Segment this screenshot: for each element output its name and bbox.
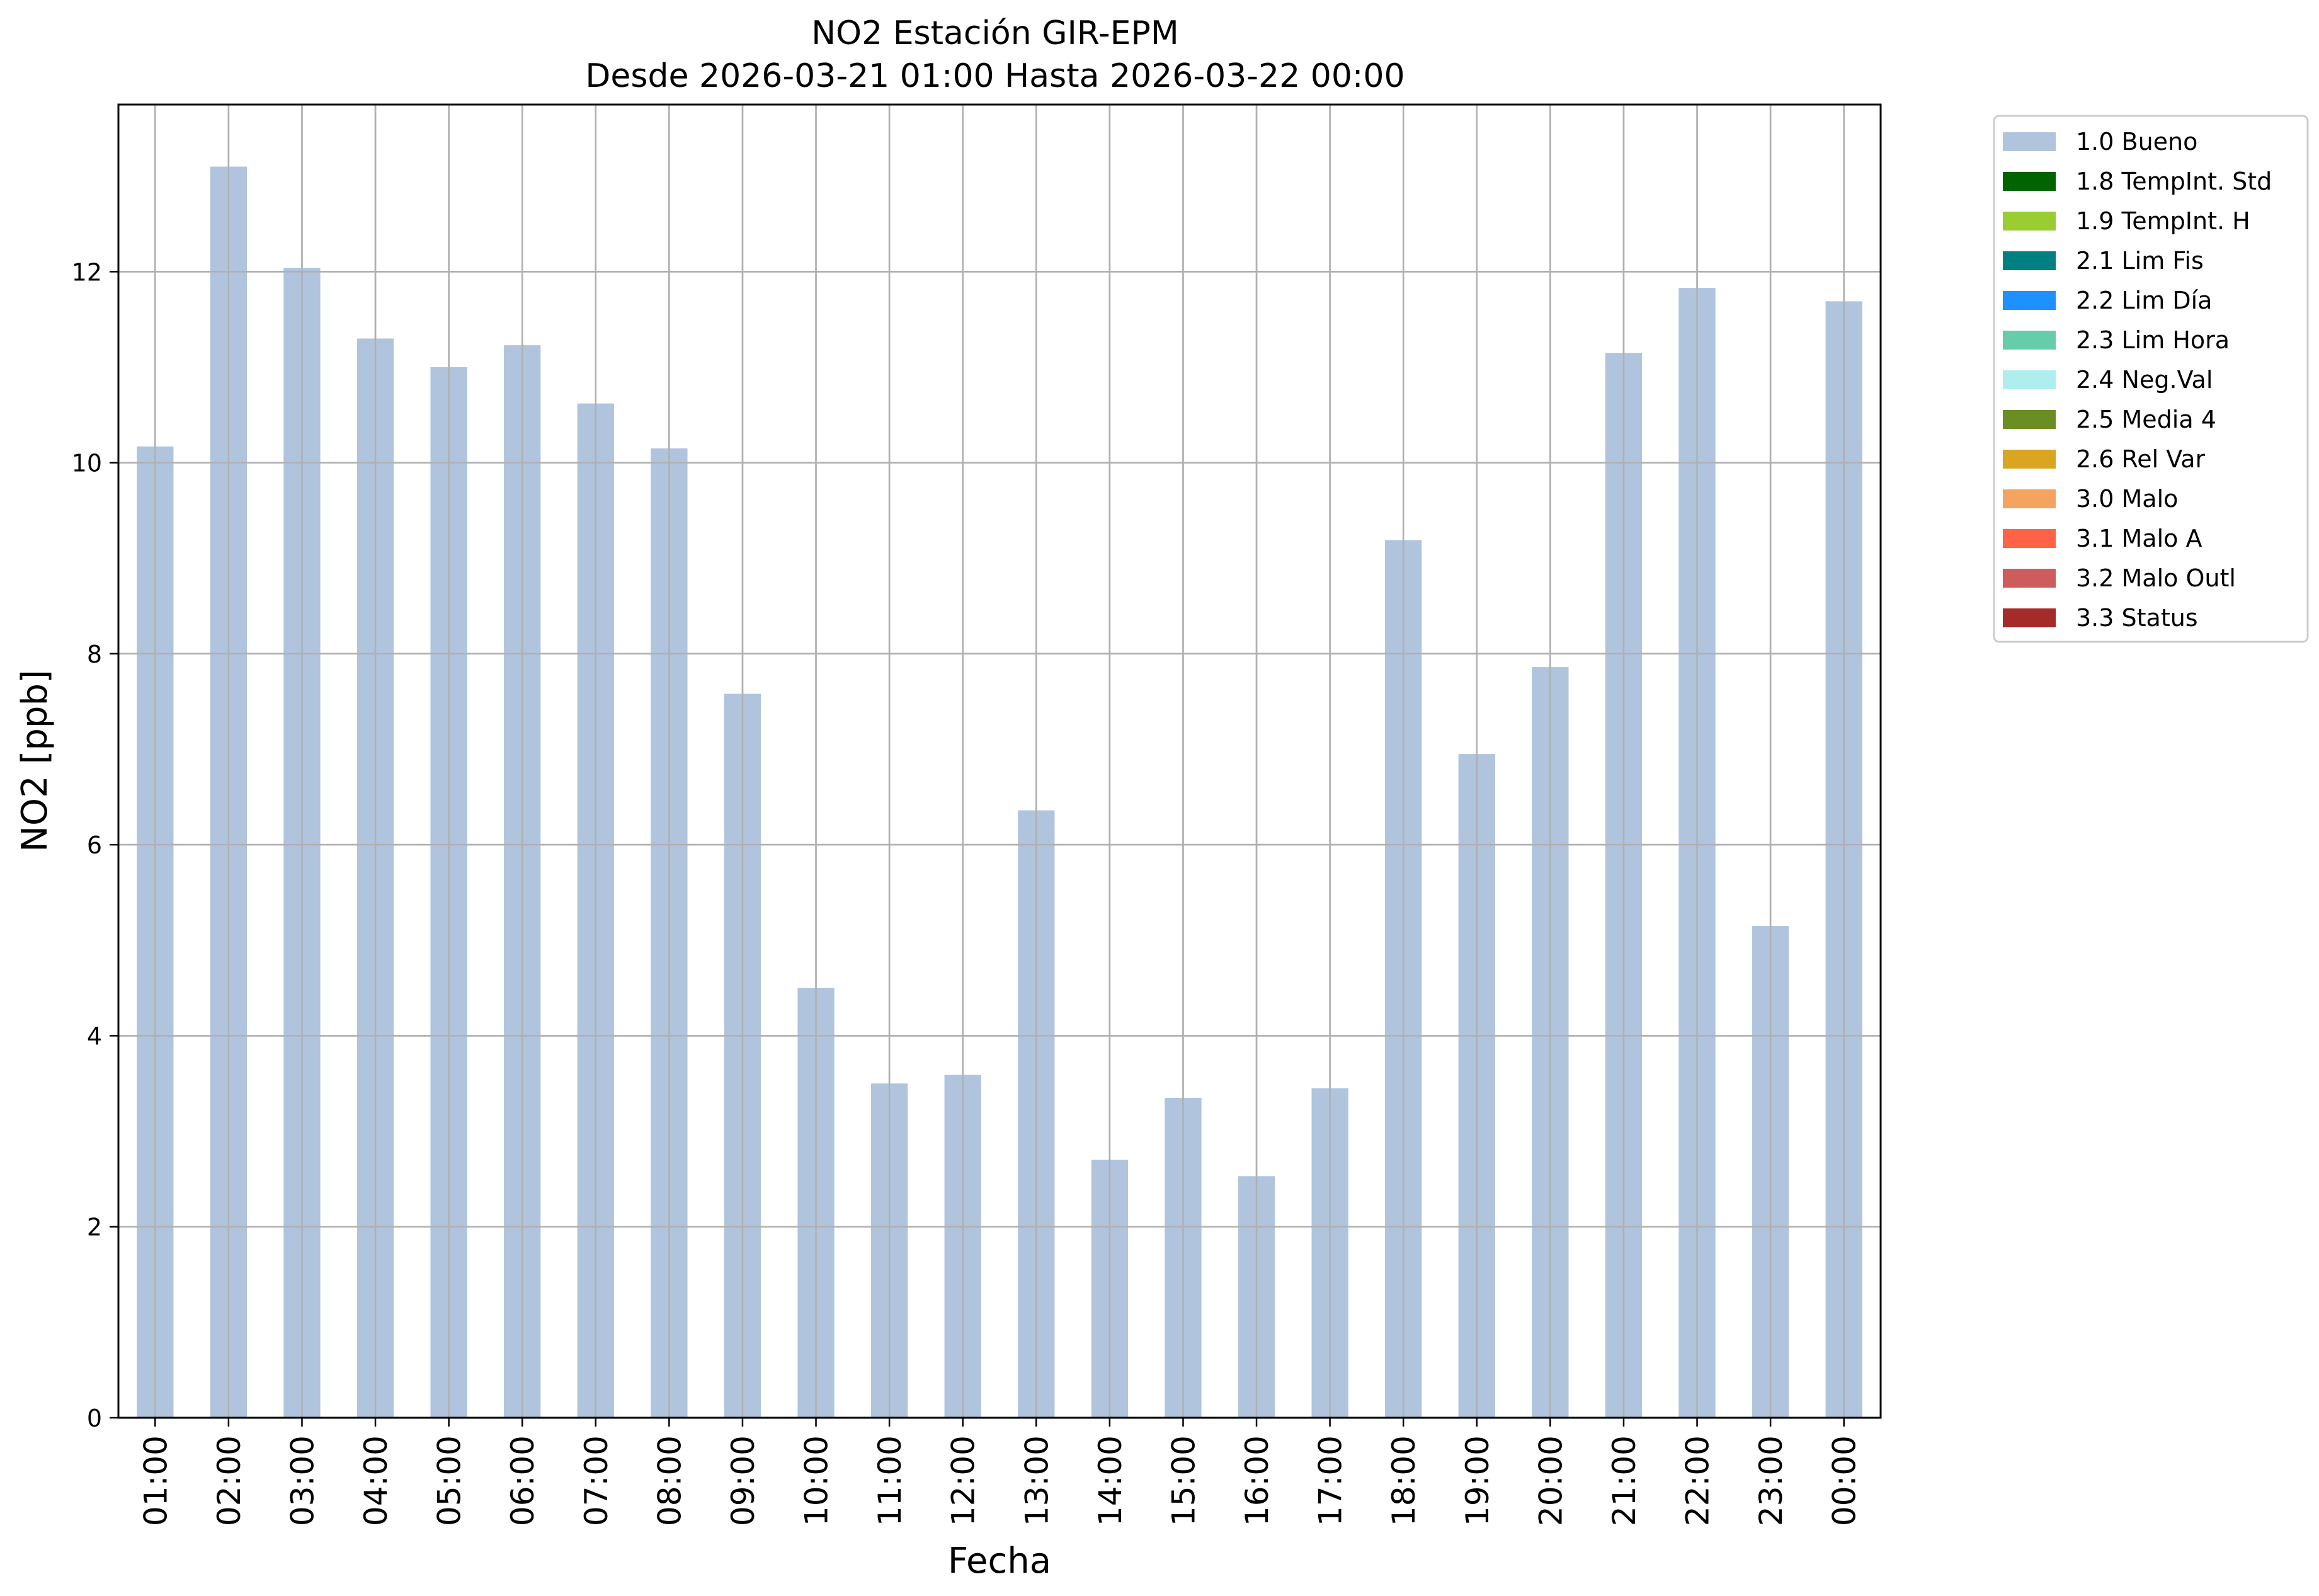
plot-frame xyxy=(117,103,1882,1419)
x-tick-label: 02:00 xyxy=(211,1435,248,1526)
legend-label: 3.0 Malo xyxy=(2076,485,2178,513)
y-axis-label: NO2 [ppb] xyxy=(14,670,55,852)
legend-label: 2.1 Lim Fis xyxy=(2076,247,2204,275)
x-tick-label: 18:00 xyxy=(1386,1435,1422,1526)
x-axis-label: Fecha xyxy=(948,1541,1051,1582)
legend-label: 3.3 Status xyxy=(2076,604,2198,632)
legend-swatch xyxy=(2003,251,2056,270)
legend-swatch xyxy=(2003,529,2056,548)
legend: 1.0 Bueno 1.8 TempInt. Std 1.9 TempInt. H 2… xyxy=(1993,115,2309,643)
x-tick-label: 14:00 xyxy=(1092,1435,1129,1526)
legend-label: 2.6 Rel Var xyxy=(2076,445,2206,473)
x-tick-label: 11:00 xyxy=(872,1435,908,1526)
x-tick-label: 21:00 xyxy=(1606,1435,1643,1526)
legend-swatch xyxy=(2003,569,2056,588)
y-tick-label: 6 xyxy=(87,831,102,859)
x-tick-label: 19:00 xyxy=(1459,1435,1496,1526)
legend-label: 3.2 Malo Outl xyxy=(2076,564,2236,592)
legend-label: 2.4 Neg.Val xyxy=(2076,366,2213,394)
legend-swatch xyxy=(2003,331,2056,350)
x-tick-label: 16:00 xyxy=(1239,1435,1275,1526)
legend-label: 2.5 Media 4 xyxy=(2076,406,2216,433)
x-tick-label: 05:00 xyxy=(431,1435,468,1526)
x-tick-label: 04:00 xyxy=(358,1435,394,1526)
y-tick-label: 8 xyxy=(87,641,102,668)
x-tick-label: 10:00 xyxy=(799,1435,835,1526)
chart-title: NO2 Estación GIR-EPM xyxy=(811,14,1178,52)
legend-label: 2.2 Lim Día xyxy=(2076,287,2212,314)
legend-swatch xyxy=(2003,489,2056,508)
legend-label: 3.1 Malo A xyxy=(2076,525,2202,552)
legend-swatch xyxy=(2003,608,2056,627)
x-tick-label: 15:00 xyxy=(1165,1435,1202,1526)
y-axis-ticks: 0 2 4 6 8 10 12 xyxy=(72,258,118,1432)
x-tick-label: 20:00 xyxy=(1532,1435,1569,1526)
x-tick-label: 22:00 xyxy=(1680,1435,1716,1526)
legend-label: 1.0 Bueno xyxy=(2076,128,2197,156)
x-tick-label: 17:00 xyxy=(1313,1435,1349,1526)
y-tick-label: 2 xyxy=(87,1214,102,1241)
legend-swatch xyxy=(2003,172,2056,191)
legend-swatch xyxy=(2003,291,2056,310)
legend-swatch xyxy=(2003,450,2056,469)
y-tick-label: 4 xyxy=(87,1022,102,1050)
chart-subtitle: Desde 2026-03-21 01:00 Hasta 2026-03-22 … xyxy=(585,57,1405,95)
y-tick-label: 12 xyxy=(72,258,102,286)
x-tick-label: 09:00 xyxy=(725,1435,761,1526)
x-tick-label: 06:00 xyxy=(504,1435,541,1526)
x-axis-ticks: 01:00 02:00 03:00 04:00 05:00 06:00 07:00 08:00… xyxy=(137,1418,1863,1526)
x-tick-label: 08:00 xyxy=(651,1435,688,1526)
legend-label: 1.9 TempInt. H xyxy=(2076,207,2250,235)
y-tick-label: 0 xyxy=(87,1405,102,1432)
y-tick-label: 10 xyxy=(72,450,102,477)
legend-swatch xyxy=(2003,370,2056,389)
legend-swatch xyxy=(2003,132,2056,151)
x-tick-label: 23:00 xyxy=(1753,1435,1789,1526)
x-tick-label: 01:00 xyxy=(137,1435,174,1526)
x-tick-label: 13:00 xyxy=(1018,1435,1055,1526)
legend-label: 2.3 Lim Hora xyxy=(2076,326,2230,354)
x-tick-label: 12:00 xyxy=(945,1435,982,1526)
legend-swatch xyxy=(2003,212,2056,231)
legend-swatch xyxy=(2003,410,2056,429)
x-tick-label: 07:00 xyxy=(578,1435,615,1526)
x-tick-label: 00:00 xyxy=(1826,1435,1863,1526)
x-tick-label: 03:00 xyxy=(284,1435,321,1526)
legend-label: 1.8 TempInt. Std xyxy=(2076,168,2272,195)
bars xyxy=(118,105,1881,1419)
legend-frame xyxy=(1993,115,2309,643)
